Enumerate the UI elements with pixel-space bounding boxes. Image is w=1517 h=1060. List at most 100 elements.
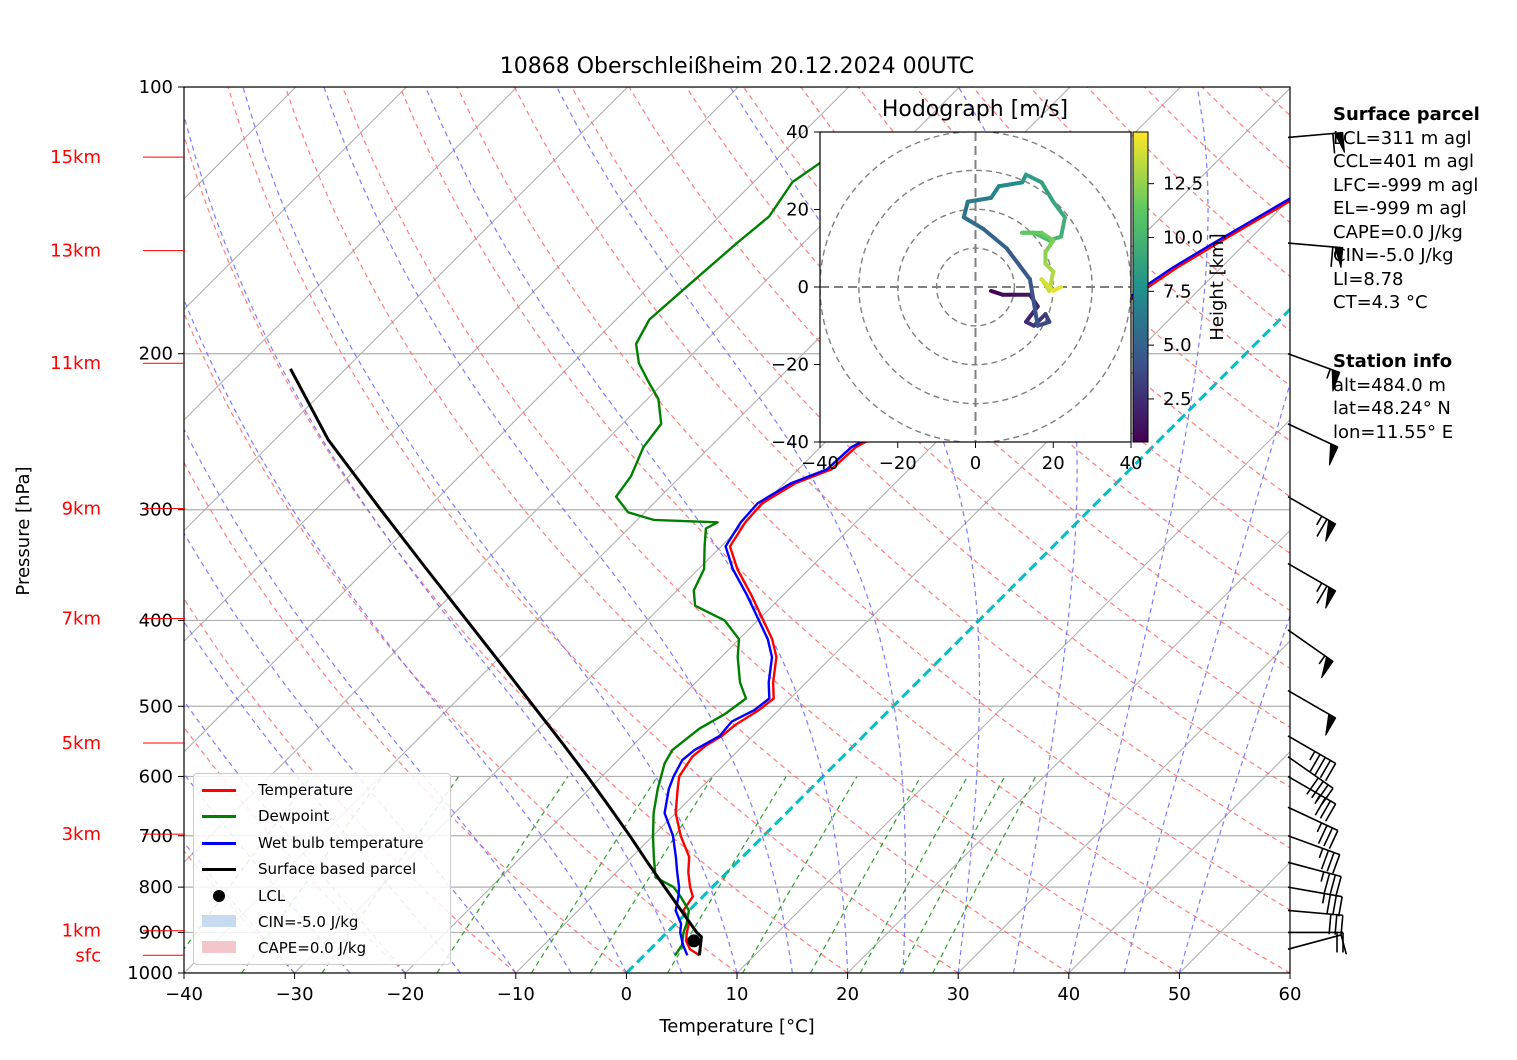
barb-flag (1326, 894, 1332, 915)
legend-label-temperature: Temperature (258, 781, 354, 799)
station-info-header: Station info (1333, 351, 1453, 372)
hodograph-x-label: −40 (801, 453, 839, 474)
series-wet-bulb-temperature (663, 197, 1290, 956)
barb-staff (1287, 352, 1340, 374)
hodograph-title: Hodograph [m/s] (882, 97, 1068, 122)
parcel-line: CAPE=0.0 J/kg (1333, 221, 1463, 243)
height-label: 13km (50, 241, 101, 262)
mixing-ratio-line (899, 776, 1006, 973)
barb-flag (1330, 246, 1334, 267)
legend-label-wetbulb: Wet bulb temperature (258, 834, 424, 852)
barb-staff (1287, 861, 1342, 878)
wind-barb (1287, 242, 1344, 268)
barb-half-flag (1314, 794, 1321, 805)
hodograph-segment (1051, 199, 1067, 220)
y-tick-label: 600 (139, 766, 173, 787)
height-label: 15km (50, 147, 101, 168)
barb-flag (1328, 830, 1339, 849)
barb-staff (1287, 775, 1337, 805)
barb-staff (1287, 423, 1339, 448)
legend-item-dewpoint: Dewpoint (202, 806, 329, 826)
wind-barb (1287, 861, 1342, 897)
hodograph-segment (1004, 246, 1032, 282)
barb-flag (1331, 895, 1338, 916)
series-temperature (674, 199, 1290, 957)
dry-adiabat (184, 311, 738, 973)
barb-flag (1314, 757, 1326, 776)
barb-flag (1332, 854, 1341, 874)
moist-adiabat (1178, 613, 1290, 973)
barb-flag (1337, 896, 1343, 917)
hodograph-y-label: −40 (771, 432, 809, 453)
y-tick-label: 400 (139, 610, 173, 631)
y-axis-label: Pressure [hPa] (13, 466, 34, 595)
barb-half-flag (1316, 822, 1323, 833)
wind-barb (1287, 886, 1343, 917)
hodograph-segment (1043, 238, 1056, 255)
y-tick-label: 500 (139, 696, 173, 717)
dry-adiabat (857, 87, 1290, 498)
legend-label-lcl: LCL (258, 887, 286, 905)
moist-adiabat (184, 112, 683, 973)
hodograph-segment (1039, 277, 1056, 293)
colorbar (1132, 131, 1149, 443)
isotherm (184, 87, 850, 753)
colorbar-tick-label: 7.5 (1163, 281, 1192, 302)
y-tick-label: 800 (139, 877, 173, 898)
mixing-ratio-line (530, 776, 659, 973)
x-tick-label: −30 (276, 984, 314, 1005)
legend-label-parcel: Surface based parcel (258, 860, 417, 878)
colorbar-tick-label: 2.5 (1163, 389, 1192, 410)
legend-item-wetbulb: Wet bulb temperature (202, 833, 424, 853)
barb-pennant (1334, 132, 1346, 153)
barb-staff (1287, 886, 1343, 898)
barb-flag (1319, 760, 1332, 779)
legend-swatch-wetbulb (202, 833, 236, 853)
legend-swatch-parcel (202, 859, 236, 879)
barb-staff (1287, 242, 1343, 249)
surface-parcel-header: Surface parcel (1333, 104, 1480, 125)
dry-adiabat (456, 87, 1290, 911)
hodograph-x-label: 40 (1120, 453, 1143, 474)
hodograph-segment (989, 184, 1001, 200)
hodograph-segment (1035, 319, 1052, 328)
hodograph-segment (1039, 230, 1056, 243)
dry-adiabat (284, 87, 1070, 973)
barb-flag (1314, 797, 1326, 816)
barb-flag (1317, 825, 1328, 844)
hodograph-y-label: 0 (798, 277, 809, 298)
wind-barb (1287, 934, 1348, 955)
dry-adiabat (227, 87, 959, 973)
mixing-ratio-line (859, 776, 969, 973)
hodograph-x-label: −20 (879, 453, 917, 474)
barb-flag (1329, 874, 1337, 895)
x-tick-label: 0 (621, 984, 632, 1005)
y-axis: 100 200 300 400 500 600 700 800 900 1000 (127, 77, 184, 984)
lcl-marker (687, 934, 701, 948)
colorbar-label: Height [km] (1207, 233, 1228, 340)
wind-barb (1287, 775, 1337, 822)
mixing-ratio-line (809, 776, 922, 973)
barb-flag (1328, 914, 1332, 935)
series-surface-based-parcel (289, 368, 703, 956)
station-line: lat=48.24° N (1333, 398, 1451, 419)
parcel-line: CT=4.3 °C (1333, 292, 1428, 313)
legend-swatch-lcl (202, 886, 236, 906)
height-label: 3km (62, 824, 101, 845)
parcel-line: LFC=-999 m agl (1333, 174, 1479, 196)
x-tick-label: 30 (947, 984, 970, 1005)
hodograph-segment (1027, 277, 1040, 328)
barb-flag (1335, 876, 1342, 897)
height-label: 7km (62, 608, 101, 629)
dry-adiabat (184, 133, 848, 973)
isotherm (1068, 751, 1290, 973)
hodograph-x-label: 0 (970, 453, 981, 474)
x-tick-label: −40 (165, 984, 203, 1005)
height-label: 1km (62, 921, 101, 942)
barb-pennant (1331, 369, 1341, 392)
hodograph-segment (961, 215, 986, 231)
barb-staff (1287, 629, 1334, 663)
barb-pennant (1325, 713, 1337, 736)
y-tick-label: 900 (139, 922, 173, 943)
